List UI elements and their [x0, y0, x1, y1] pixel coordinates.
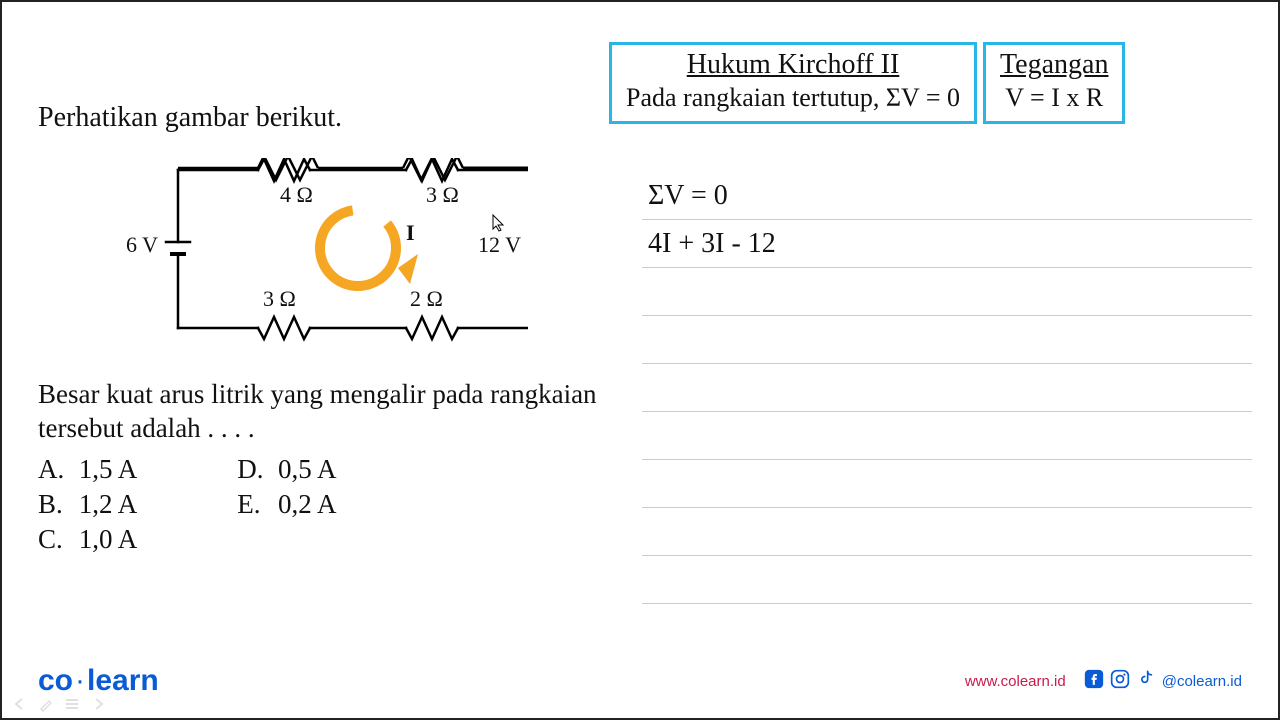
note-line: 4I + 3I - 12: [642, 220, 1252, 268]
option-e: E. 0,2 A: [237, 487, 336, 522]
note-line: [642, 364, 1252, 412]
facebook-icon[interactable]: [1084, 669, 1104, 693]
brand-right: learn: [87, 664, 159, 697]
voltage-sub: V = I x R: [1000, 83, 1108, 113]
kirchhoff-sub: Pada rangkaian tertutup, ΣV = 0: [626, 83, 960, 113]
voltage-title: Tegangan: [1000, 49, 1108, 81]
footer-right: www.colearn.id @colearn.id: [965, 669, 1242, 693]
r1-label: 4 Ω: [280, 182, 313, 208]
options: A. 1,5 A B. 1,2 A C. 1,0 A D. 0,5 A E. 0…: [38, 452, 598, 557]
r3-label: 3 Ω: [263, 286, 296, 312]
brand-left: co: [38, 664, 73, 697]
option-d-value: 0,5 A: [278, 454, 337, 484]
circuit-diagram: 4 Ω 3 Ω 3 Ω 2 Ω 6 V 12 V I: [108, 158, 528, 358]
circuit-svg: [108, 158, 528, 358]
loop-arrow-icon: [304, 194, 418, 301]
note-line: ΣV = 0: [642, 172, 1252, 220]
v-left-label: 6 V: [126, 232, 158, 258]
kirchhoff-box: Hukum Kirchoff II Pada rangkaian tertutu…: [609, 42, 977, 124]
option-b-value: 1,2 A: [79, 489, 138, 519]
option-c: C. 1,0 A: [38, 522, 137, 557]
note-line: [642, 316, 1252, 364]
social-handle[interactable]: @colearn.id: [1162, 673, 1242, 690]
prompt-text: Perhatikan gambar berikut.: [38, 102, 598, 134]
presenter-toolbar: [12, 696, 106, 712]
option-c-value: 1,0 A: [79, 524, 138, 554]
option-a-value: 1,5 A: [79, 454, 138, 484]
option-e-value: 0,2 A: [278, 489, 337, 519]
pen-icon[interactable]: [38, 696, 54, 712]
option-b: B. 1,2 A: [38, 487, 137, 522]
options-col-2: D. 0,5 A E. 0,2 A: [237, 452, 336, 557]
worked-notes: ΣV = 0 4I + 3I - 12: [642, 172, 1252, 604]
undo-icon[interactable]: [12, 696, 28, 712]
cursor-icon: [492, 214, 506, 237]
kirchhoff-title: Hukum Kirchoff II: [626, 49, 960, 81]
loop-current-label: I: [406, 220, 415, 246]
tiktok-icon[interactable]: [1136, 669, 1156, 693]
voltage-box: Tegangan V = I x R: [983, 42, 1125, 124]
social-icons: @colearn.id: [1084, 669, 1242, 693]
option-a: A. 1,5 A: [38, 452, 137, 487]
note-line: [642, 508, 1252, 556]
footer-url[interactable]: www.colearn.id: [965, 673, 1066, 690]
r4-label: 2 Ω: [410, 286, 443, 312]
brand-logo: co·learn: [38, 664, 159, 698]
instagram-icon[interactable]: [1110, 669, 1130, 693]
note-line: [642, 268, 1252, 316]
footer: co·learn www.colearn.id @colearn.id: [38, 664, 1242, 698]
info-boxes: Hukum Kirchoff II Pada rangkaian tertutu…: [609, 42, 1125, 124]
question-column: Perhatikan gambar berikut.: [38, 102, 598, 557]
note-line: [642, 412, 1252, 460]
note-line: [642, 556, 1252, 604]
page-frame: Hukum Kirchoff II Pada rangkaian tertutu…: [0, 0, 1280, 720]
options-col-1: A. 1,5 A B. 1,2 A C. 1,0 A: [38, 452, 137, 557]
r2-label: 3 Ω: [426, 182, 459, 208]
redo-icon[interactable]: [90, 696, 106, 712]
option-d: D. 0,5 A: [237, 452, 336, 487]
note-line: [642, 460, 1252, 508]
question-stem: Besar kuat arus litrik yang mengalir pad…: [38, 378, 598, 446]
menu-icon[interactable]: [64, 696, 80, 712]
